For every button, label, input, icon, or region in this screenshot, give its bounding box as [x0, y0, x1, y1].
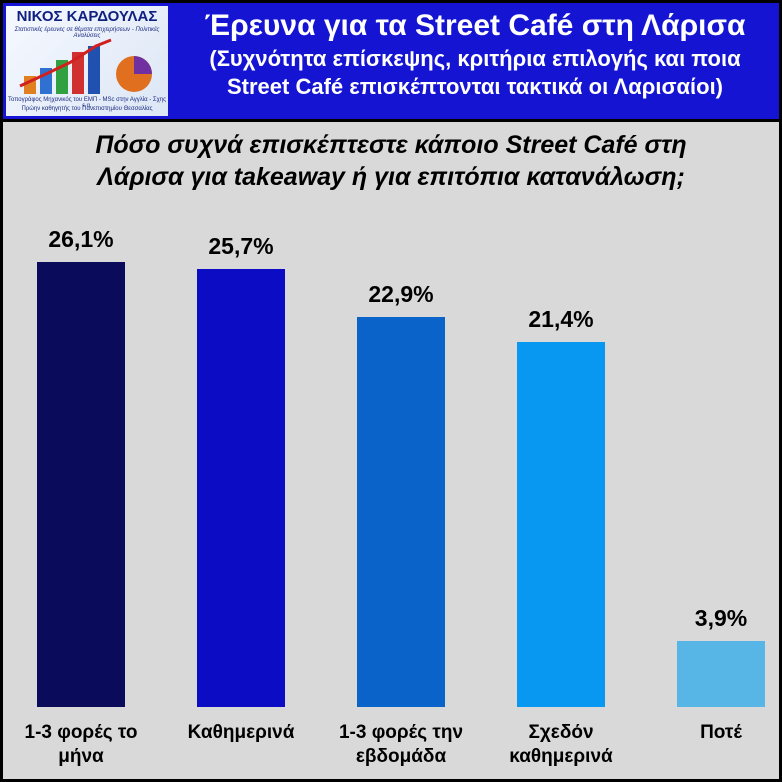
logo-tagline: Στατιστικές έρευνες σε θέματα επιχειρήσε… — [14, 27, 160, 39]
logo-name: ΝΙΚΟΣ ΚΑΡΔΟΥΛΑΣ — [16, 8, 158, 25]
value-label: 25,7% — [208, 232, 274, 259]
x-tick-label: 1-3 φορές την εβδομάδα — [338, 722, 464, 767]
x-tick-label: Ποτέ — [700, 722, 742, 743]
x-tick-label: Καθημερινά — [187, 722, 295, 743]
logo-credential: Τοπογράφος Μηχανικός του ΕΜΠ - MSc στην … — [7, 97, 167, 109]
value-label: 21,4% — [528, 306, 594, 333]
header-subtitle: Street Café επισκέπτονται τακτικά οι Λαρ… — [226, 74, 724, 99]
value-label: 3,9% — [694, 604, 748, 631]
bar — [197, 268, 285, 707]
bar — [357, 316, 445, 707]
logo: ΝΙΚΟΣ ΚΑΡΔΟΥΛΑΣ Στατιστικές έρευνες σε θ… — [6, 6, 168, 116]
header-title: Έρευνα για τα Street Café στη Λάρισα — [204, 9, 746, 42]
header-text: Έρευνα για τα Street Café στη Λάρισα (Συ… — [171, 7, 779, 101]
bar — [37, 262, 125, 707]
value-label: 26,1% — [48, 226, 114, 252]
x-tick-label: 1-3 φορές το μήνα — [24, 722, 138, 767]
header: ΝΙΚΟΣ ΚΑΡΔΟΥΛΑΣ Στατιστικές έρευνες σε θ… — [3, 3, 779, 122]
bar — [677, 640, 765, 707]
chart-title: Πόσο συχνά επισκέπτεστε κάποιο Street Ca… — [95, 131, 687, 191]
value-label: 22,9% — [368, 280, 434, 307]
logo-credential: Πρώην καθηγητής του Πανεπιστημίου Θεσσαλ… — [21, 106, 153, 112]
header-subtitle: (Συχνότητα επίσκεψης, κριτήρια επιλογής … — [209, 46, 741, 71]
x-tick-label: Σχεδόν καθημερινά — [509, 722, 613, 767]
logo-graphic — [19, 38, 152, 94]
bar — [517, 342, 605, 707]
